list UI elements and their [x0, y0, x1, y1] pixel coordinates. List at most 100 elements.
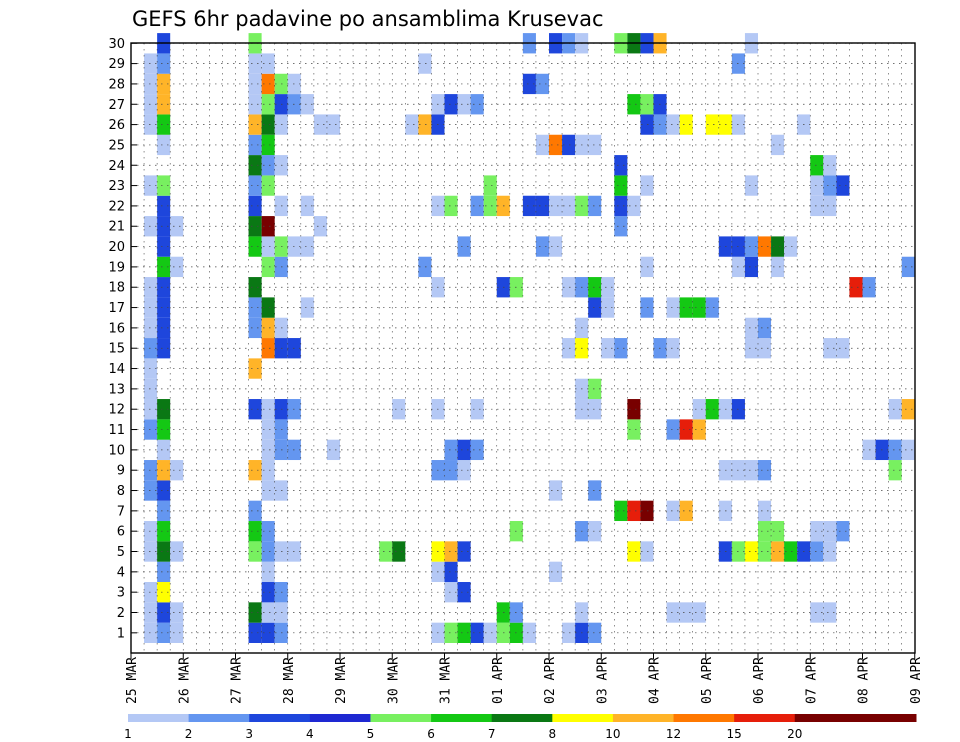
y-tick-label: 18 [108, 281, 125, 296]
heatmap-cell [144, 419, 158, 440]
x-tick-label: 26 MAR [177, 657, 192, 704]
heatmap-cell [157, 195, 171, 217]
heatmap-cell [784, 541, 798, 562]
heatmap-cell [470, 94, 484, 115]
heatmap-cell [157, 317, 171, 339]
legend-color-swatch [370, 714, 432, 722]
heatmap-cell [170, 460, 184, 481]
heatmap-cell [157, 500, 171, 522]
heatmap-cell [823, 541, 837, 562]
legend-level-label: 2 [185, 727, 193, 741]
heatmap-cell [666, 500, 680, 522]
heatmap-cell [261, 236, 275, 257]
x-tick-label: 03 APR [595, 657, 610, 704]
heatmap-cell [157, 602, 171, 623]
heatmap-cell [549, 134, 563, 156]
heatmap-cell [261, 439, 275, 461]
heatmap-cell [679, 602, 693, 623]
heatmap-cell [614, 175, 628, 196]
heatmap-cell [810, 602, 824, 623]
heatmap-cell [457, 236, 471, 257]
heatmap-cell [248, 399, 262, 420]
legend-color-swatch [249, 714, 311, 722]
heatmap-cell [444, 622, 458, 643]
heatmap-cell [562, 134, 576, 156]
heatmap-cells [144, 33, 915, 643]
heatmap-cell [261, 622, 275, 643]
heatmap-cell [444, 582, 458, 603]
x-tick-label: 04 APR [648, 657, 663, 704]
heatmap-cell [248, 236, 262, 257]
heatmap-cell [457, 94, 471, 115]
y-tick-label: 28 [108, 77, 125, 92]
legend-level-label: 5 [367, 727, 375, 741]
y-tick-label: 6 [117, 525, 125, 540]
y-tick-label: 12 [108, 403, 125, 418]
heatmap-cell [679, 114, 693, 135]
y-tick-label: 14 [108, 362, 125, 377]
heatmap-cell [444, 94, 458, 115]
heatmap-cell [457, 541, 471, 562]
heatmap-cell [522, 622, 536, 643]
heatmap-cell [470, 622, 484, 643]
y-tick-label: 16 [108, 321, 125, 336]
x-tick-label: 01 APR [491, 657, 506, 704]
heatmap-cell [888, 460, 902, 481]
y-tick-label: 20 [108, 240, 125, 255]
heatmap-cell [588, 480, 602, 501]
y-tick-label: 13 [108, 382, 125, 397]
heatmap-cell [627, 399, 641, 420]
heatmap-cell [313, 216, 327, 237]
heatmap-cell [157, 419, 171, 440]
heatmap-cell [457, 622, 471, 643]
heatmap-cell [444, 460, 458, 481]
heatmap-cell [549, 480, 563, 501]
heatmap-cell [418, 114, 432, 135]
heatmap-cell [666, 297, 680, 318]
legend-color-swatch [431, 714, 493, 722]
legend-color-swatch [309, 714, 371, 722]
heatmap-cell [261, 53, 275, 74]
heatmap-cell [261, 521, 275, 542]
heatmap-cell [614, 216, 628, 237]
x-tick-label: 08 APR [857, 657, 872, 704]
heatmap-cell [823, 338, 837, 359]
heatmap-cell [744, 317, 758, 339]
heatmap-cell [248, 460, 262, 481]
heatmap-cell [614, 195, 628, 217]
heatmap-cell [470, 195, 484, 217]
heatmap-cell [261, 73, 275, 95]
heatmap-cell [170, 602, 184, 623]
heatmap-cell [849, 277, 863, 298]
heatmap-cell [744, 541, 758, 562]
heatmap-cell [248, 622, 262, 643]
heatmap-cell [379, 541, 393, 562]
heatmap-cell [601, 297, 615, 318]
heatmap-cell [157, 480, 171, 501]
y-tick-label: 2 [117, 606, 125, 621]
x-tick-label: 29 MAR [334, 657, 349, 704]
heatmap-cell [470, 399, 484, 420]
heatmap-cell [157, 460, 171, 481]
color-legend: 1 2 3 4 5 6 7 8 10 12 15 20 [124, 714, 917, 741]
heatmap-cell [562, 338, 576, 359]
x-tick-label: 28 MAR [282, 657, 297, 704]
heatmap-cell [326, 439, 340, 461]
heatmap-cell [614, 155, 628, 176]
heatmap-cell [157, 134, 171, 156]
heatmap-cell [392, 541, 406, 562]
heatmap-cell [771, 541, 785, 562]
heatmap-cell [588, 134, 602, 156]
x-tick-label: 07 APR [804, 657, 819, 704]
heatmap-cell [248, 114, 262, 135]
y-tick-label: 4 [117, 565, 125, 580]
legend-color-swatch [188, 714, 250, 722]
y-axis: 1234567891011121314151617181920212223242… [108, 37, 137, 641]
heatmap-cell [771, 236, 785, 257]
y-tick-label: 5 [117, 545, 125, 560]
heatmap-cell [823, 175, 837, 196]
heatmap-cell [614, 500, 628, 522]
heatmap-cell [692, 602, 706, 623]
heatmap-cell [261, 297, 275, 318]
heatmap-cell [679, 297, 693, 318]
